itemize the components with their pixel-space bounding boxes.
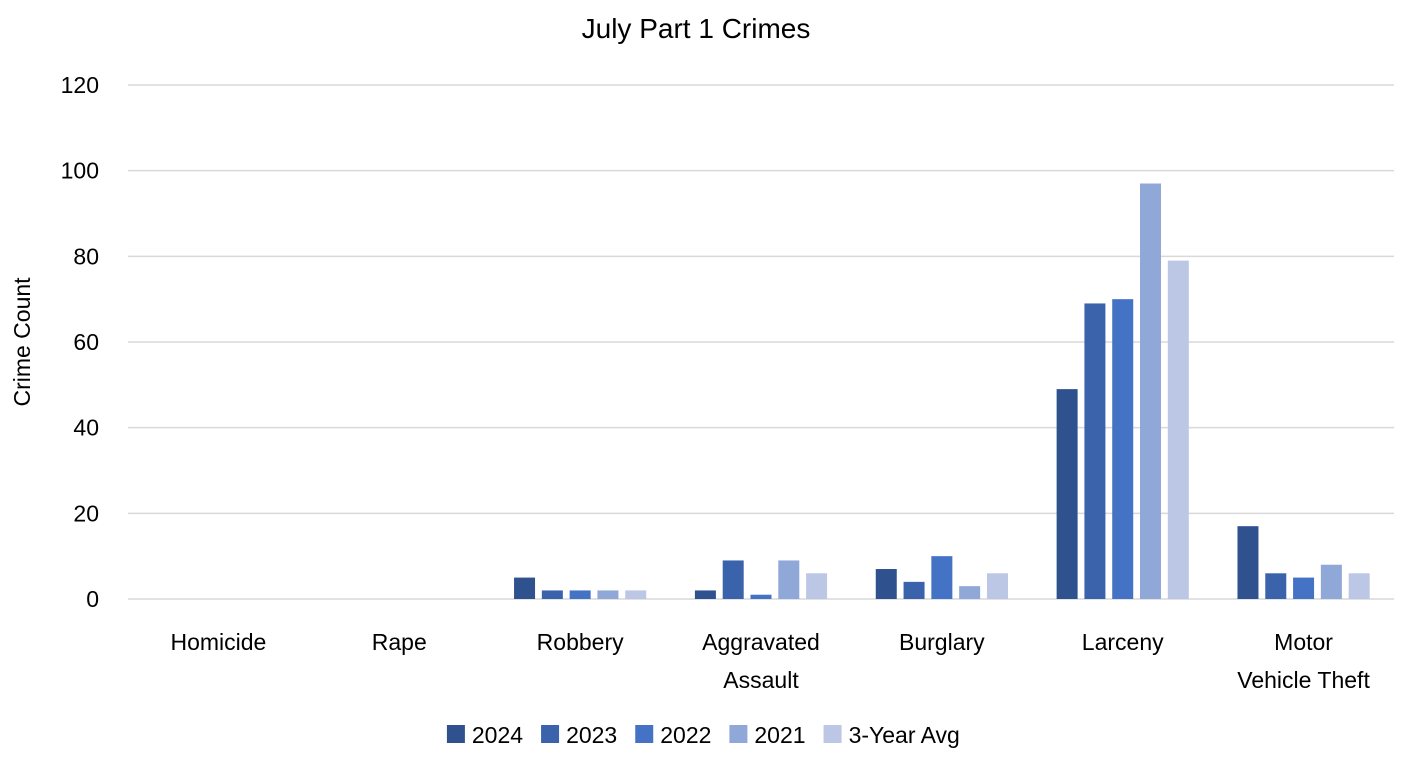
legend-label: 2021 bbox=[754, 722, 805, 748]
y-axis-ticks: 0 20 40 60 80 100 120 bbox=[61, 72, 99, 612]
bar bbox=[1293, 577, 1315, 599]
y-axis-label: Crime Count bbox=[9, 277, 35, 407]
bar bbox=[569, 590, 591, 599]
bar bbox=[875, 569, 897, 599]
x-category-label: Motor Vehicle Theft bbox=[1237, 629, 1370, 693]
bar bbox=[1237, 526, 1259, 599]
legend-label: 2024 bbox=[472, 722, 523, 748]
bar bbox=[778, 560, 800, 599]
y-tick-label: 0 bbox=[86, 586, 99, 612]
legend-swatch bbox=[823, 725, 842, 743]
x-category-label: Robbery bbox=[537, 629, 624, 655]
legend-swatch bbox=[729, 725, 748, 743]
bar bbox=[986, 573, 1008, 599]
bar bbox=[597, 590, 619, 599]
legend-swatch bbox=[635, 725, 654, 743]
bar bbox=[1056, 389, 1078, 599]
legend-swatch bbox=[541, 725, 560, 743]
bar bbox=[541, 590, 563, 599]
legend-label: 3-Year Avg bbox=[849, 722, 960, 748]
bar bbox=[806, 573, 828, 599]
y-tick-label: 120 bbox=[61, 72, 99, 98]
bar bbox=[1084, 303, 1106, 599]
bar bbox=[625, 590, 647, 599]
x-category-label: Burglary bbox=[899, 629, 985, 655]
x-category-label: Rape bbox=[372, 629, 427, 655]
y-tick-label: 60 bbox=[73, 329, 99, 355]
bar bbox=[1265, 573, 1287, 599]
legend-label: 2022 bbox=[660, 722, 711, 748]
legend: 2024 2023 2022 2021 3-Year Avg bbox=[446, 722, 960, 748]
bar bbox=[722, 560, 744, 599]
bar bbox=[1140, 183, 1162, 599]
x-category-label: Homicide bbox=[170, 629, 266, 655]
bar bbox=[903, 581, 925, 599]
y-tick-label: 80 bbox=[73, 243, 99, 269]
x-category-label: Aggravated Assault bbox=[702, 629, 820, 693]
bar bbox=[931, 556, 953, 599]
bar bbox=[1348, 573, 1370, 599]
legend-label: 2023 bbox=[566, 722, 617, 748]
bar bbox=[1112, 299, 1134, 599]
bars bbox=[514, 183, 1370, 599]
bar bbox=[959, 586, 981, 599]
chart-title: July Part 1 Crimes bbox=[582, 13, 811, 44]
y-tick-label: 20 bbox=[73, 500, 99, 526]
bar bbox=[1167, 260, 1189, 599]
legend-swatch bbox=[446, 725, 465, 743]
x-category-label: Larceny bbox=[1082, 629, 1164, 655]
y-tick-label: 40 bbox=[73, 415, 99, 441]
y-tick-label: 100 bbox=[61, 158, 99, 184]
bar bbox=[1320, 564, 1342, 599]
bar bbox=[514, 577, 536, 599]
gridlines bbox=[128, 84, 1394, 600]
bar bbox=[694, 590, 716, 599]
bar bbox=[750, 594, 772, 599]
x-axis-categories: Homicide Rape Robbery Aggravated Assault Burg… bbox=[170, 629, 1370, 693]
